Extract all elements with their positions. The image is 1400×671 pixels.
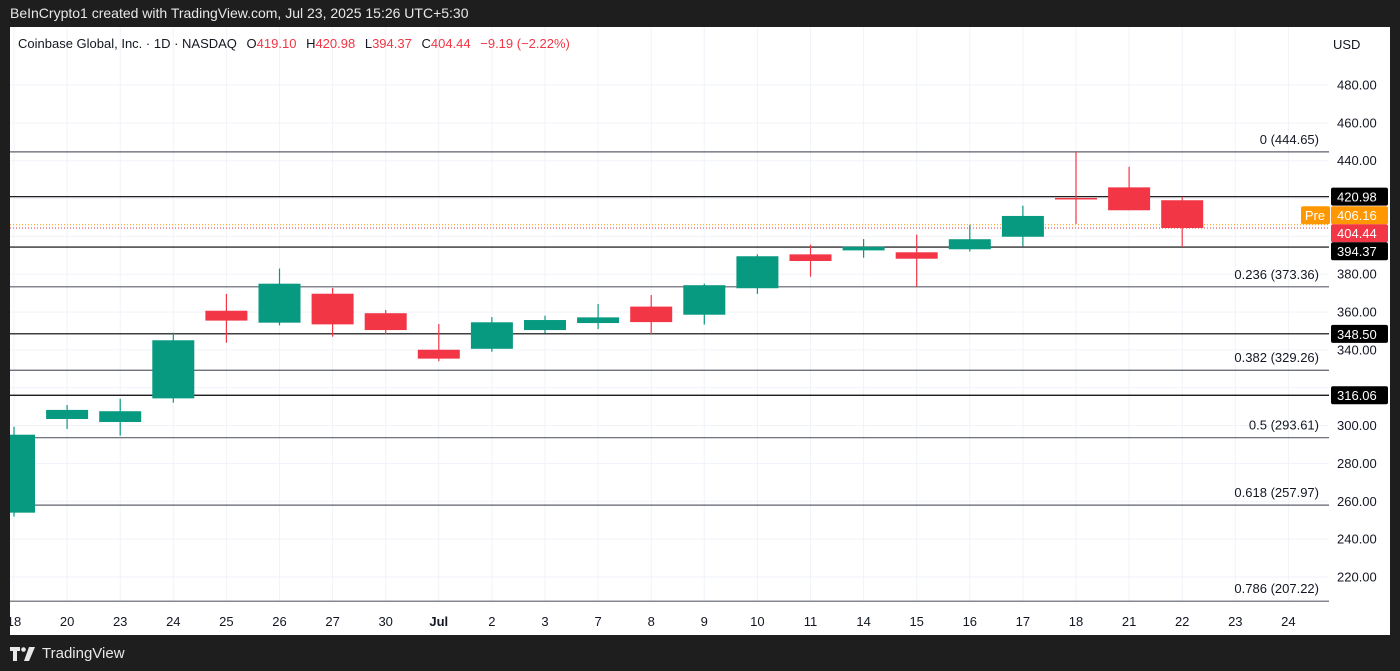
low-value: 394.37 bbox=[372, 36, 412, 51]
candle-body bbox=[736, 256, 779, 289]
y-tick-label: 240.00 bbox=[1337, 532, 1377, 547]
level-price-label: 348.50 bbox=[1337, 327, 1377, 342]
high-label: H bbox=[306, 36, 316, 51]
fib-level-label: 0.382 (329.26) bbox=[1234, 350, 1319, 365]
candle-body bbox=[470, 322, 513, 349]
candle-body bbox=[1001, 215, 1044, 237]
x-tick-label: 14 bbox=[856, 614, 870, 629]
x-tick-label: 22 bbox=[1175, 614, 1189, 629]
y-tick-label: 380.00 bbox=[1337, 267, 1377, 282]
candle-body bbox=[311, 293, 354, 325]
candlestick-chart[interactable]: 220.00 240.00 260.00 280.00 300.00 340.00 360.… bbox=[10, 27, 1390, 635]
x-tick-label: 18 bbox=[1069, 614, 1083, 629]
close-label: C bbox=[421, 36, 431, 51]
last-price-label-bg bbox=[1331, 224, 1388, 243]
y-tick-label: 300.00 bbox=[1337, 418, 1377, 433]
candle-body bbox=[895, 252, 938, 259]
open-label: O bbox=[246, 36, 257, 51]
fib-level-label: 0.5 (293.61) bbox=[1249, 418, 1319, 433]
candle-body bbox=[630, 306, 673, 323]
candle-body bbox=[99, 411, 142, 423]
x-tick-label: 2 bbox=[488, 614, 495, 629]
high-value: 420.98 bbox=[315, 36, 356, 51]
candle-body bbox=[10, 434, 35, 513]
x-tick-label: 23 bbox=[1228, 614, 1242, 629]
x-tick-label: 15 bbox=[909, 614, 923, 629]
fib-level-label: 0.618 (257.97) bbox=[1234, 485, 1319, 500]
x-tick-label: 24 bbox=[166, 614, 180, 629]
x-tick-label: 18 bbox=[10, 614, 21, 629]
candle-body bbox=[205, 310, 248, 321]
brand-name: TradingView bbox=[42, 645, 125, 662]
level-price-label-bg bbox=[1331, 324, 1388, 343]
pre-market-tag: Pre bbox=[1305, 208, 1325, 223]
level-price-label-bg bbox=[1331, 242, 1388, 261]
fib-level-label: 0.786 (207.22) bbox=[1234, 581, 1319, 596]
x-tick-label: 24 bbox=[1281, 614, 1295, 629]
y-tick-label: 340.00 bbox=[1337, 342, 1377, 357]
x-tick-label: 16 bbox=[963, 614, 977, 629]
level-price-label: 420.98 bbox=[1337, 190, 1377, 205]
chart-panel: 220.00 240.00 260.00 280.00 300.00 340.00 360.… bbox=[10, 27, 1390, 635]
fib-level-label: 0.236 (373.36) bbox=[1234, 267, 1319, 282]
x-tick-label: 8 bbox=[648, 614, 655, 629]
candle-body bbox=[1108, 187, 1151, 211]
x-tick-label: 25 bbox=[219, 614, 233, 629]
candle-body bbox=[948, 239, 991, 250]
candle-body bbox=[1055, 197, 1097, 200]
x-tick-label: 9 bbox=[701, 614, 708, 629]
y-tick-label: 260.00 bbox=[1337, 494, 1377, 509]
x-tick-label: 10 bbox=[750, 614, 764, 629]
candle-body bbox=[789, 254, 832, 261]
currency-label[interactable]: USD bbox=[1333, 37, 1361, 52]
candle-body bbox=[152, 340, 195, 399]
pre-market-tag-bg bbox=[1301, 206, 1330, 225]
y-tick-label: 220.00 bbox=[1337, 569, 1377, 584]
candle-body bbox=[842, 246, 885, 251]
x-tick-label: 30 bbox=[378, 614, 392, 629]
x-tick-label: 21 bbox=[1122, 614, 1136, 629]
close-value: 404.44 bbox=[430, 36, 471, 51]
x-tick-label: 3 bbox=[541, 614, 548, 629]
pre-market-price-label: 406.16 bbox=[1337, 208, 1377, 223]
change-value: −9.19 (−2.22%) bbox=[480, 36, 570, 51]
tradingview-brand: TradingView bbox=[10, 645, 125, 662]
level-price-label-bg bbox=[1331, 386, 1388, 405]
candle-body bbox=[417, 349, 460, 359]
y-tick-label: 280.00 bbox=[1337, 456, 1377, 471]
x-tick-label: 7 bbox=[594, 614, 601, 629]
open-value: 419.10 bbox=[256, 36, 297, 51]
candle-body bbox=[683, 285, 726, 315]
pre-market-price-label-bg bbox=[1331, 206, 1388, 225]
y-tick-label: 440.00 bbox=[1337, 153, 1377, 168]
candle-body bbox=[524, 320, 566, 331]
x-tick-label: 20 bbox=[60, 614, 74, 629]
y-tick-label: 480.00 bbox=[1337, 78, 1377, 93]
x-tick-label: 11 bbox=[804, 614, 818, 629]
chart-credit: BeInCrypto1 created with TradingView.com… bbox=[10, 5, 469, 21]
x-tick-label: 23 bbox=[113, 614, 127, 629]
symbol-name: Coinbase Global, Inc. · 1D · NASDAQ bbox=[18, 36, 237, 51]
tradingview-logo-icon bbox=[10, 646, 35, 661]
low-label: L bbox=[364, 36, 373, 51]
fib-level-label: 0 (444.65) bbox=[1260, 132, 1319, 147]
candle-body bbox=[46, 409, 89, 419]
candle-body bbox=[258, 283, 301, 323]
last-price-label: 404.44 bbox=[1337, 226, 1377, 241]
level-price-label: 394.37 bbox=[1337, 244, 1377, 259]
level-price-label: 316.06 bbox=[1337, 388, 1377, 403]
x-tick-label: 27 bbox=[325, 614, 339, 629]
candle-body bbox=[364, 313, 407, 331]
symbol-legend: Coinbase Global, Inc. · 1D · NASDAQ O419… bbox=[18, 36, 570, 51]
x-tick-label: 26 bbox=[272, 614, 286, 629]
y-tick-label: 360.00 bbox=[1337, 305, 1377, 320]
level-price-label-bg bbox=[1331, 187, 1388, 206]
x-tick-label: Jul bbox=[429, 614, 448, 629]
x-tick-label: 17 bbox=[1016, 614, 1030, 629]
y-tick-label: 460.00 bbox=[1337, 115, 1377, 130]
candle-body bbox=[1161, 200, 1204, 228]
candle-body bbox=[577, 317, 620, 324]
